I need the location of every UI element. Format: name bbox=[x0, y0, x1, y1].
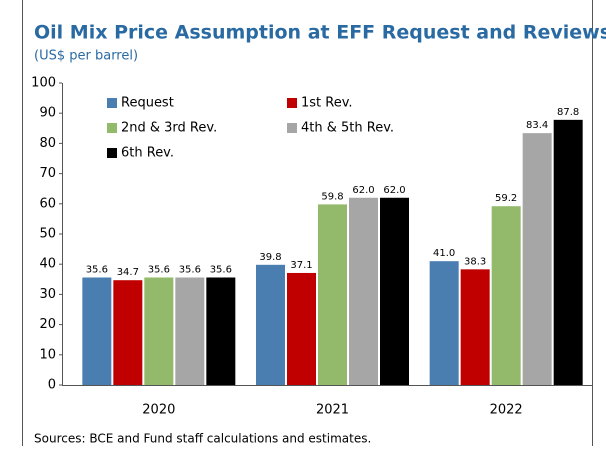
bar bbox=[175, 277, 205, 385]
value-label: 34.7 bbox=[117, 267, 139, 278]
value-label: 35.6 bbox=[179, 264, 201, 275]
bar bbox=[318, 204, 347, 385]
value-label: 41.0 bbox=[433, 248, 455, 259]
value-label: 87.8 bbox=[557, 107, 579, 118]
legend-label: Request bbox=[121, 96, 174, 111]
value-label: 35.6 bbox=[86, 264, 108, 275]
x-tick-label: 2022 bbox=[490, 403, 523, 418]
bar bbox=[349, 197, 378, 385]
legend-label: 1st Rev. bbox=[301, 96, 353, 111]
bar bbox=[206, 277, 236, 385]
bar bbox=[553, 119, 583, 386]
value-label: 62.0 bbox=[383, 185, 405, 196]
y-tick-label: 20 bbox=[39, 317, 56, 332]
x-tick-label: 2020 bbox=[142, 403, 175, 418]
value-label: 35.6 bbox=[148, 264, 170, 275]
y-tick-label: 50 bbox=[39, 227, 56, 242]
legend-swatch bbox=[287, 98, 297, 108]
value-label: 39.8 bbox=[259, 252, 281, 263]
source-note: Sources: BCE and Fund staff calculations… bbox=[34, 432, 371, 446]
value-label: 59.8 bbox=[321, 191, 343, 202]
legend-swatch bbox=[107, 148, 117, 158]
bar bbox=[460, 269, 490, 385]
value-label: 59.2 bbox=[495, 193, 517, 204]
y-tick-label: 100 bbox=[31, 76, 56, 91]
value-label: 37.1 bbox=[290, 260, 312, 271]
bar bbox=[256, 264, 285, 385]
y-tick-label: 30 bbox=[39, 287, 56, 302]
legend-label: 6th Rev. bbox=[121, 146, 174, 161]
bar bbox=[429, 261, 459, 385]
y-tick-label: 90 bbox=[39, 106, 56, 121]
legend-swatch bbox=[287, 123, 297, 133]
legend-swatch bbox=[107, 98, 117, 108]
bar bbox=[491, 206, 521, 385]
y-tick-label: 70 bbox=[39, 166, 56, 181]
value-label: 62.0 bbox=[352, 185, 374, 196]
y-tick-label: 0 bbox=[48, 378, 56, 393]
bar bbox=[144, 277, 174, 385]
legend-swatch bbox=[107, 123, 117, 133]
value-label: 38.3 bbox=[464, 256, 486, 267]
y-tick-label: 40 bbox=[39, 257, 56, 272]
value-label: 35.6 bbox=[210, 264, 232, 275]
bar bbox=[380, 197, 409, 385]
y-tick-label: 80 bbox=[39, 136, 56, 151]
y-tick-label: 10 bbox=[39, 347, 56, 362]
legend-label: 4th & 5th Rev. bbox=[301, 121, 394, 136]
y-tick-label: 60 bbox=[39, 196, 56, 211]
bar bbox=[522, 133, 552, 385]
bar bbox=[82, 277, 112, 385]
value-label: 83.4 bbox=[526, 120, 548, 131]
chart-subtitle: (US$ per barrel) bbox=[34, 49, 138, 64]
chart-title: Oil Mix Price Assumption at EFF Request … bbox=[34, 22, 606, 44]
bar bbox=[113, 280, 143, 385]
bar bbox=[287, 272, 316, 385]
x-tick-label: 2021 bbox=[316, 403, 349, 418]
legend-label: 2nd & 3rd Rev. bbox=[121, 121, 217, 136]
